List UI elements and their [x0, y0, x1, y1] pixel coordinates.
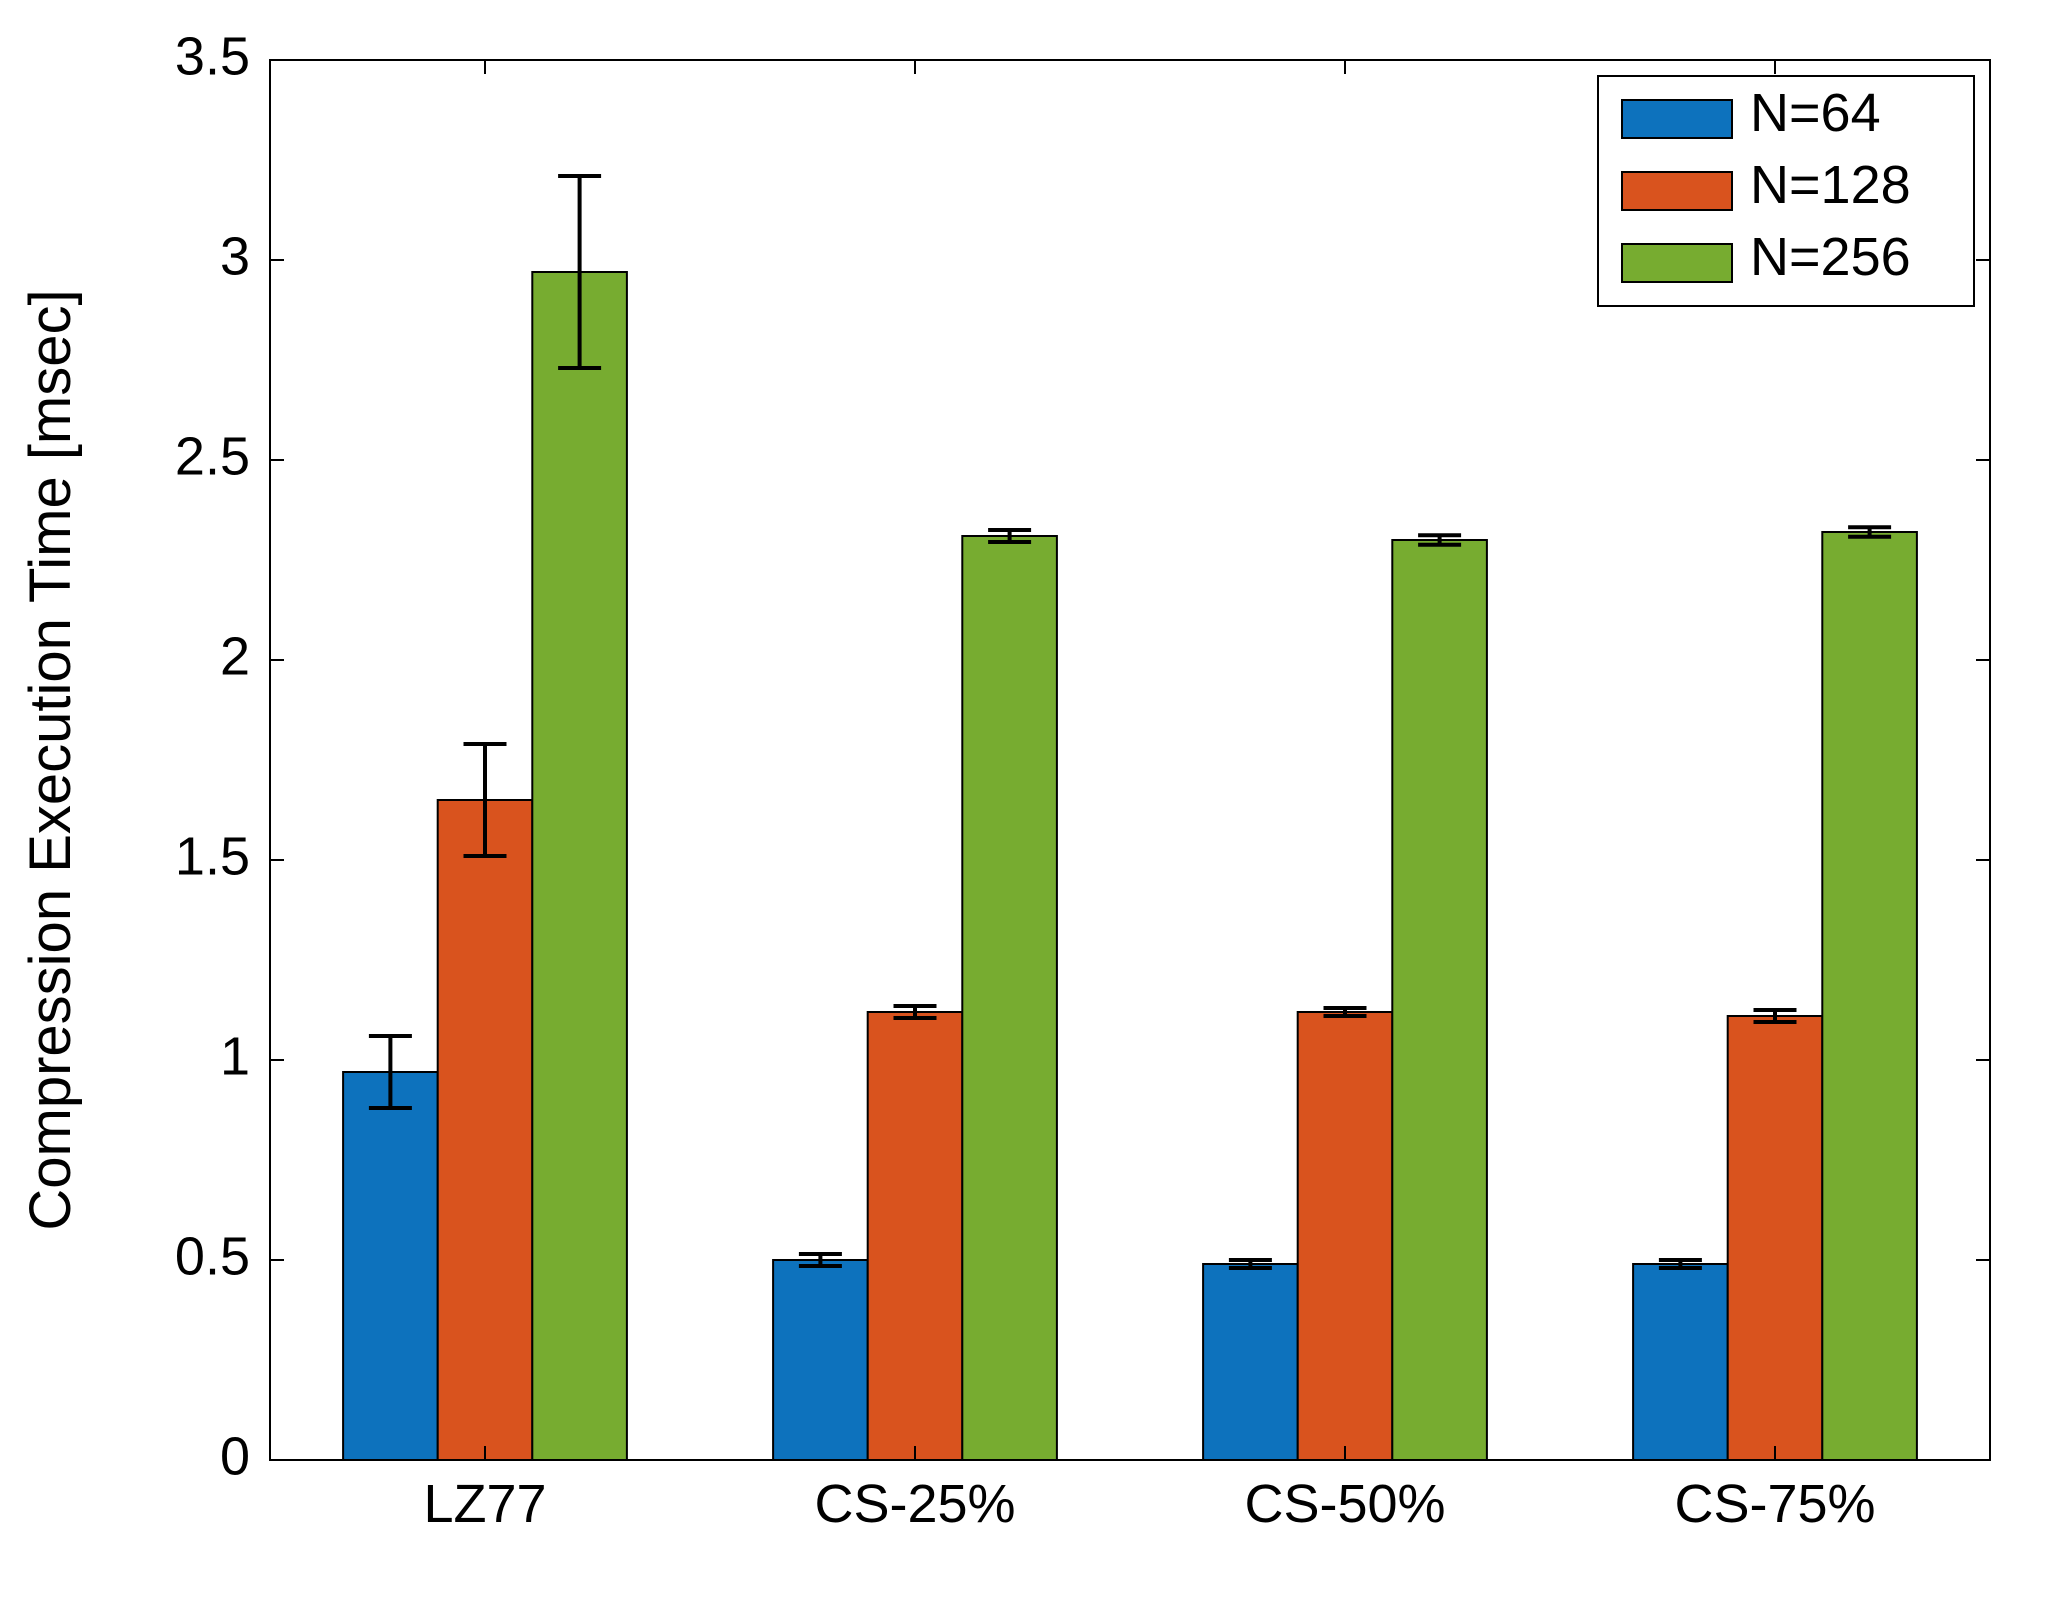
- xtick-label: CS-25%: [814, 1474, 1015, 1534]
- legend-swatch: [1622, 100, 1732, 138]
- bar: [1298, 1012, 1393, 1460]
- ytick-label: 3: [220, 226, 250, 286]
- y-axis-label: Compression Execution Time [msec]: [18, 289, 83, 1230]
- bar: [773, 1260, 868, 1460]
- bar: [1633, 1264, 1728, 1460]
- bar: [532, 272, 627, 1460]
- legend-label: N=128: [1750, 155, 1911, 215]
- bar: [1203, 1264, 1298, 1460]
- bar: [1822, 532, 1917, 1460]
- legend-swatch: [1622, 172, 1732, 210]
- ytick-label: 2.5: [175, 426, 250, 486]
- xtick-label: CS-50%: [1244, 1474, 1445, 1534]
- legend: N=64 N=128 N=256: [1598, 76, 1974, 306]
- bar: [1392, 540, 1487, 1460]
- ytick-label: 2: [220, 626, 250, 686]
- bar: [868, 1012, 963, 1460]
- bar: [962, 536, 1057, 1460]
- compression-time-bar-chart: 0 0.5 1 1.5 2 2.5 3 3.5 LZ77 CS-25% CS-50% CS-75% Co…: [0, 0, 2050, 1599]
- ytick-label: 1: [220, 1026, 250, 1086]
- legend-label: N=256: [1750, 227, 1911, 287]
- ytick-label: 3.5: [175, 26, 250, 86]
- legend-swatch: [1622, 244, 1732, 282]
- ytick-label: 0: [220, 1426, 250, 1486]
- legend-label: N=64: [1750, 83, 1881, 143]
- bar: [438, 800, 533, 1460]
- xtick-label: LZ77: [423, 1474, 546, 1534]
- ytick-label: 0.5: [175, 1226, 250, 1286]
- ytick-label: 1.5: [175, 826, 250, 886]
- bar: [343, 1072, 438, 1460]
- xtick-label: CS-75%: [1674, 1474, 1875, 1534]
- bar: [1728, 1016, 1823, 1460]
